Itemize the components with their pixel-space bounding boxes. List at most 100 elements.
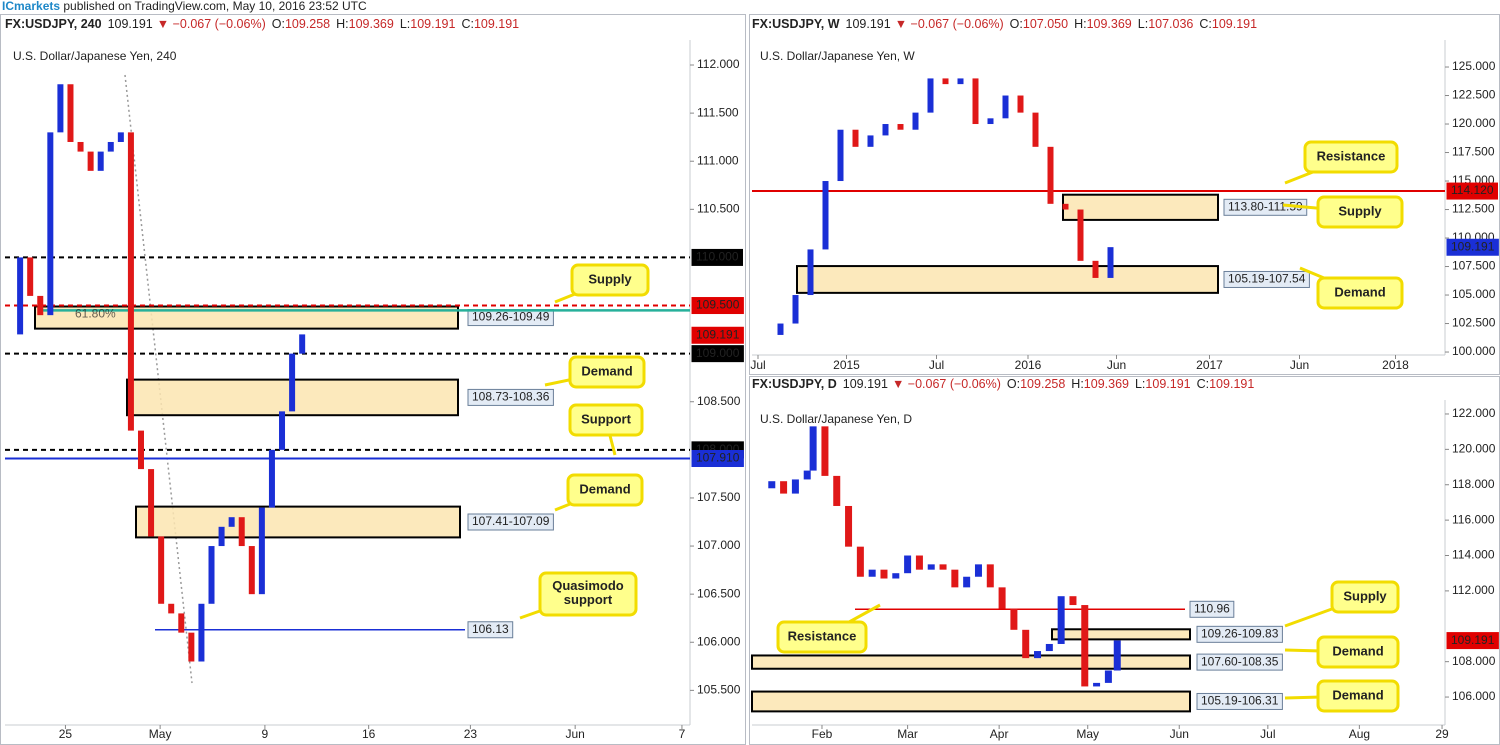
candle bbox=[942, 78, 949, 85]
ohlc-value: 109.369 bbox=[349, 17, 394, 31]
candle bbox=[248, 546, 255, 595]
level-label-bg bbox=[1189, 600, 1235, 618]
candle bbox=[1081, 605, 1089, 687]
candle bbox=[178, 613, 185, 633]
ohlc-key: H: bbox=[1074, 17, 1087, 31]
zone-label-bg bbox=[1196, 692, 1283, 710]
callout-text: Supply bbox=[588, 271, 632, 286]
zone-label: 105.19-106.31 bbox=[1201, 694, 1279, 708]
candle bbox=[957, 78, 964, 85]
candle bbox=[856, 546, 864, 577]
candle bbox=[939, 564, 947, 570]
y-tick-label: 112.000 bbox=[697, 57, 740, 71]
candle bbox=[1002, 95, 1009, 119]
panel-header: FX:USDJPY, D 109.191 ▼ −0.067 (−0.06%) O:10… bbox=[752, 377, 1254, 391]
ohlc-value: 109.258 bbox=[1020, 377, 1065, 391]
y-tick-label: 112.000 bbox=[1452, 583, 1495, 597]
x-tick-label: Jul bbox=[929, 358, 944, 372]
x-tick-label: 9 bbox=[262, 727, 269, 741]
last-price: 109.191 bbox=[846, 17, 891, 31]
header-line: ICmarkets published on TradingView.com, … bbox=[2, 0, 367, 13]
x-tick-label: Jun bbox=[1290, 358, 1309, 372]
candle bbox=[1010, 608, 1018, 630]
x-tick-label: 16 bbox=[362, 727, 376, 741]
candle bbox=[998, 587, 1006, 609]
change: ▼ −0.067 (−0.06%) bbox=[157, 17, 266, 31]
ohlc-key: O: bbox=[1007, 377, 1020, 391]
ohlc-key: L: bbox=[1138, 17, 1148, 31]
ohlc-key: H: bbox=[1071, 377, 1084, 391]
zone bbox=[796, 265, 1219, 294]
y-tick-label: 100.000 bbox=[1452, 344, 1496, 358]
callout-text: Supply bbox=[1343, 588, 1387, 603]
candle bbox=[986, 564, 994, 588]
zone bbox=[1062, 193, 1219, 221]
ohlc-key: C: bbox=[1197, 377, 1210, 391]
change: ▼ −0.067 (−0.06%) bbox=[895, 17, 1004, 31]
candle bbox=[198, 603, 205, 662]
x-tick-label: Jun bbox=[1170, 727, 1189, 741]
candle bbox=[768, 481, 776, 489]
candle bbox=[822, 181, 829, 250]
candle bbox=[915, 555, 923, 570]
y-tick-label: 117.500 bbox=[1452, 145, 1495, 159]
candle bbox=[951, 569, 959, 588]
candle bbox=[987, 118, 994, 125]
callout bbox=[1316, 679, 1400, 713]
candle bbox=[97, 151, 104, 171]
candle bbox=[258, 507, 265, 595]
y-tick-label: 106.000 bbox=[697, 634, 741, 648]
candle bbox=[87, 151, 94, 171]
candle bbox=[912, 112, 919, 130]
x-tick-label: 7 bbox=[679, 727, 686, 741]
candle bbox=[927, 564, 935, 570]
symbol: FX:USDJPY, 240 bbox=[5, 17, 102, 31]
candle bbox=[821, 426, 829, 476]
level-label: 110.000 bbox=[696, 250, 739, 264]
x-tick-label: Jul bbox=[750, 358, 765, 372]
callout bbox=[568, 403, 644, 437]
level-label-bg bbox=[467, 621, 514, 639]
candle bbox=[57, 84, 64, 133]
candle bbox=[168, 603, 175, 614]
callout-text: Quasimodo support bbox=[552, 578, 624, 607]
x-tick-label: May bbox=[1076, 727, 1099, 741]
ohlc-value: 109.191 bbox=[1212, 17, 1257, 31]
zone-label-bg bbox=[467, 513, 554, 531]
candle bbox=[845, 505, 853, 547]
ohlc-key: L: bbox=[1135, 377, 1145, 391]
callout-text: Demand bbox=[1332, 643, 1383, 658]
zone-label-bg bbox=[1196, 653, 1283, 671]
y-tick-label: 108.500 bbox=[697, 394, 741, 408]
callout bbox=[570, 263, 650, 297]
panel-header: FX:USDJPY, W 109.191 ▼ −0.067 (−0.06%) O:10… bbox=[752, 17, 1257, 31]
y-tick-label: 118.000 bbox=[1452, 477, 1495, 491]
zone bbox=[1051, 628, 1191, 641]
last-price: 109.191 bbox=[108, 17, 153, 31]
x-tick-label: May bbox=[149, 727, 172, 741]
x-tick-label: Mar bbox=[897, 727, 918, 741]
level-label: 109.000 bbox=[696, 346, 740, 360]
candle bbox=[218, 526, 225, 547]
callout-line: support bbox=[564, 592, 613, 607]
x-tick-label: 2017 bbox=[1196, 358, 1223, 372]
candle bbox=[299, 334, 306, 354]
zone-label-bg bbox=[1196, 625, 1283, 643]
candle bbox=[837, 129, 844, 182]
candle bbox=[1062, 203, 1069, 210]
candle bbox=[67, 84, 74, 142]
callout-line: Quasimodo bbox=[552, 578, 624, 593]
x-tick-label: Aug bbox=[1349, 727, 1370, 741]
callout bbox=[566, 473, 644, 507]
price-label-bg bbox=[691, 326, 744, 344]
y-tick-label: 116.000 bbox=[1452, 512, 1495, 526]
brand[interactable]: ICmarkets bbox=[2, 0, 60, 13]
candle bbox=[107, 141, 114, 152]
candle bbox=[892, 573, 900, 579]
ohlc-key: L: bbox=[400, 17, 410, 31]
callout bbox=[538, 571, 638, 617]
x-tick-label: Jun bbox=[1107, 358, 1126, 372]
candle bbox=[833, 475, 841, 506]
y-tick-label: 108.000 bbox=[1452, 654, 1496, 668]
candle bbox=[791, 479, 799, 494]
